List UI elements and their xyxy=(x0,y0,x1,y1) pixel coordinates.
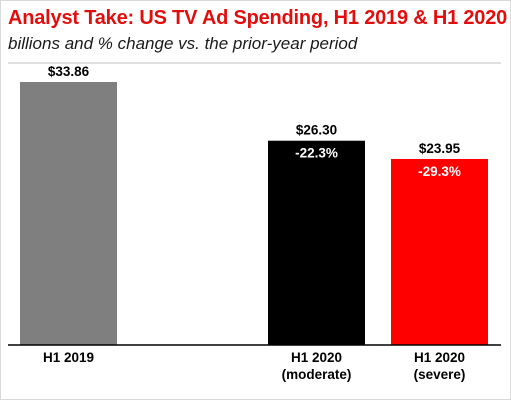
category-label-2-line-0: H1 2020 xyxy=(414,350,465,365)
bar-value-label-2: $23.95 xyxy=(419,141,461,156)
chart-title: Analyst Take: US TV Ad Spending, H1 2019… xyxy=(8,7,508,29)
bar-change-label-2: -29.3% xyxy=(418,164,461,179)
category-label-1-line-0: H1 2020 xyxy=(291,350,342,365)
category-label-0: H1 2019 xyxy=(43,350,94,365)
bar-2 xyxy=(391,158,488,345)
category-label-1-line-1: (moderate) xyxy=(282,367,352,382)
labels-group: $33.86 H1 2019 $26.30 -22.3% H1 2020 (moderat… xyxy=(43,64,465,382)
bar-value-label-0: $33.86 xyxy=(48,64,90,79)
bars-group xyxy=(20,82,488,345)
bar-0 xyxy=(20,82,117,345)
category-label-2-line-1: (severe) xyxy=(414,367,466,382)
chart-subtitle: billions and % change vs. the prior-year… xyxy=(8,34,358,53)
bar-value-label-1: $26.30 xyxy=(296,123,337,138)
bar-change-label-1: -22.3% xyxy=(295,146,338,161)
bar-1 xyxy=(268,140,365,345)
